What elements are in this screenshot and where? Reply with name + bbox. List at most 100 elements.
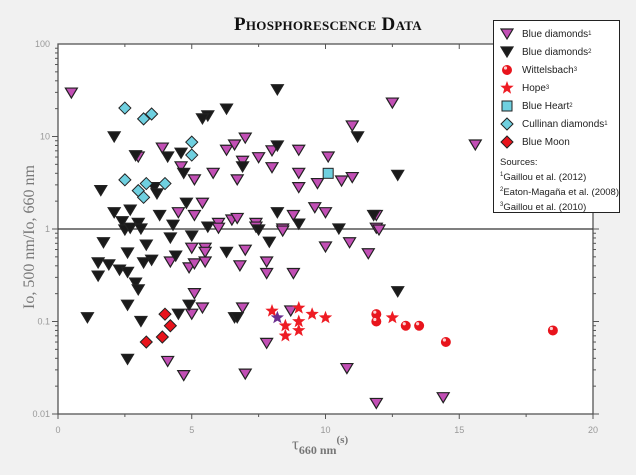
legend-source-ref: 3 bbox=[573, 67, 578, 73]
data-point bbox=[361, 248, 376, 260]
data-point bbox=[369, 397, 384, 410]
data-point bbox=[176, 370, 191, 382]
series-blue-heart-2 bbox=[322, 167, 334, 179]
legend-marker bbox=[500, 28, 514, 41]
data-point bbox=[436, 392, 451, 404]
legend-source-ref: 2 bbox=[569, 103, 573, 109]
data-point bbox=[136, 112, 151, 126]
data-point bbox=[163, 256, 178, 269]
data-point bbox=[259, 256, 274, 269]
data-point bbox=[371, 224, 387, 237]
data-point bbox=[307, 202, 322, 214]
data-point bbox=[283, 305, 298, 318]
y-tick-label: 0.01 bbox=[32, 409, 50, 419]
data-point bbox=[318, 207, 333, 219]
series-hope-3 bbox=[265, 301, 399, 342]
data-point bbox=[385, 310, 399, 324]
legend-source-ref: 3 bbox=[545, 85, 550, 91]
data-point bbox=[144, 107, 159, 121]
legend-marker bbox=[501, 100, 513, 112]
chart-title: Phosphorescence Data bbox=[233, 14, 422, 35]
data-point bbox=[278, 328, 292, 342]
data-point bbox=[251, 224, 266, 237]
data-point bbox=[200, 221, 215, 234]
x-tick-label: 0 bbox=[55, 425, 60, 435]
data-point bbox=[264, 162, 280, 174]
data-point bbox=[185, 135, 199, 149]
series-blue-diamonds-1 bbox=[64, 87, 483, 410]
x-axis-unit: (s) bbox=[336, 434, 349, 446]
legend-label: Blue diamonds bbox=[522, 28, 589, 40]
legend: Blue diamonds 1 Blue diamonds 2 Wittelsbach 3… bbox=[493, 20, 620, 213]
data-point bbox=[163, 319, 178, 333]
data-point bbox=[198, 256, 213, 269]
data-point bbox=[120, 353, 135, 366]
data-point bbox=[211, 222, 226, 235]
data-point bbox=[206, 167, 221, 180]
legend-label: Blue diamonds bbox=[522, 46, 589, 58]
data-point bbox=[547, 325, 558, 336]
data-point bbox=[184, 230, 199, 243]
triangle-down-icon bbox=[500, 46, 514, 59]
data-point bbox=[264, 145, 280, 157]
data-point bbox=[235, 161, 250, 173]
legend-marker bbox=[500, 81, 514, 94]
data-point bbox=[115, 216, 130, 228]
legend-source-ref: 2 bbox=[588, 49, 592, 55]
data-point bbox=[120, 299, 135, 312]
data-point bbox=[286, 267, 301, 280]
data-point bbox=[291, 218, 306, 231]
data-point bbox=[139, 335, 153, 349]
data-point bbox=[165, 219, 181, 232]
data-point bbox=[270, 207, 285, 219]
source-3: 3Gaillou et al. (2010) bbox=[500, 202, 587, 214]
data-point bbox=[120, 247, 135, 260]
legend-label: Blue Heart bbox=[522, 100, 570, 112]
legend-label: Hope bbox=[522, 82, 546, 94]
data-point bbox=[259, 337, 274, 350]
data-point bbox=[133, 315, 148, 328]
data-point bbox=[136, 257, 151, 270]
legend-marker bbox=[500, 117, 514, 131]
data-point bbox=[179, 197, 194, 210]
data-point bbox=[160, 151, 175, 164]
data-point bbox=[168, 250, 183, 263]
data-point bbox=[230, 212, 245, 225]
data-point bbox=[187, 174, 202, 187]
data-point bbox=[118, 173, 132, 187]
data-point bbox=[371, 309, 382, 320]
data-point bbox=[286, 209, 301, 222]
data-point bbox=[96, 237, 111, 249]
data-point bbox=[91, 257, 106, 270]
data-point bbox=[305, 307, 319, 320]
data-point bbox=[176, 167, 191, 180]
data-point bbox=[292, 301, 306, 314]
data-point bbox=[195, 302, 210, 315]
legend-item: Blue Moon bbox=[500, 133, 619, 151]
legend-label: Blue Moon bbox=[522, 136, 570, 148]
data-point bbox=[232, 260, 247, 272]
source-1: 1Gaillou et al. (2012) bbox=[500, 172, 587, 184]
data-point bbox=[131, 284, 146, 296]
series-wittelsbach-3 bbox=[371, 309, 558, 348]
data-point bbox=[270, 140, 285, 153]
x-tick-label: 5 bbox=[189, 425, 194, 435]
data-point bbox=[219, 144, 234, 157]
data-point bbox=[158, 307, 172, 321]
data-point bbox=[390, 286, 405, 298]
data-point bbox=[230, 312, 245, 324]
x-tick-label: 10 bbox=[320, 425, 330, 435]
data-point bbox=[149, 188, 165, 200]
data-point bbox=[318, 241, 333, 254]
data-point bbox=[184, 308, 199, 321]
data-point bbox=[80, 312, 95, 324]
data-point bbox=[440, 337, 451, 348]
series-cullinan-diamonds-1 bbox=[118, 101, 199, 205]
data-point bbox=[198, 246, 213, 259]
data-point bbox=[163, 232, 178, 245]
data-point bbox=[291, 167, 306, 180]
y-tick-label: 0.1 bbox=[37, 317, 50, 327]
data-point bbox=[366, 209, 381, 222]
data-point bbox=[219, 103, 234, 116]
source-2: 2Eaton-Magaña et al. (2008) bbox=[500, 187, 619, 199]
